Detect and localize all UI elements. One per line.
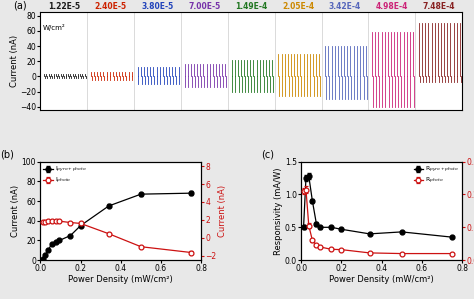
Text: 3.80E-5: 3.80E-5 <box>141 2 173 11</box>
Text: (c): (c) <box>261 150 274 160</box>
Y-axis label: Current (nA): Current (nA) <box>9 35 18 87</box>
X-axis label: Power Density (mW/cm²): Power Density (mW/cm²) <box>329 275 434 284</box>
Text: 2.40E-5: 2.40E-5 <box>94 2 127 11</box>
Text: 1.22E-5: 1.22E-5 <box>48 2 80 11</box>
Text: W/cm²: W/cm² <box>42 24 65 31</box>
Text: 1.49E-4: 1.49E-4 <box>235 2 267 11</box>
Y-axis label: Responsivity (mA/W): Responsivity (mA/W) <box>274 167 283 255</box>
Text: 2.05E-4: 2.05E-4 <box>282 2 314 11</box>
Text: 7.48E-4: 7.48E-4 <box>422 2 455 11</box>
Legend: I$_{pyro+photo}$, I$_{photo}$: I$_{pyro+photo}$, I$_{photo}$ <box>44 165 86 186</box>
Y-axis label: Current (nA): Current (nA) <box>11 185 20 237</box>
X-axis label: Power Density (mW/cm²): Power Density (mW/cm²) <box>68 275 173 284</box>
Legend: R$_{pyro+photo}$, R$_{photo}$: R$_{pyro+photo}$, R$_{photo}$ <box>414 165 459 186</box>
Text: 7.00E-5: 7.00E-5 <box>188 2 220 11</box>
Text: (a): (a) <box>13 0 27 10</box>
Y-axis label: Current (nA): Current (nA) <box>218 185 227 237</box>
Text: (b): (b) <box>0 150 14 160</box>
Text: 4.98E-4: 4.98E-4 <box>376 2 408 11</box>
Text: 3.42E-4: 3.42E-4 <box>329 2 361 11</box>
